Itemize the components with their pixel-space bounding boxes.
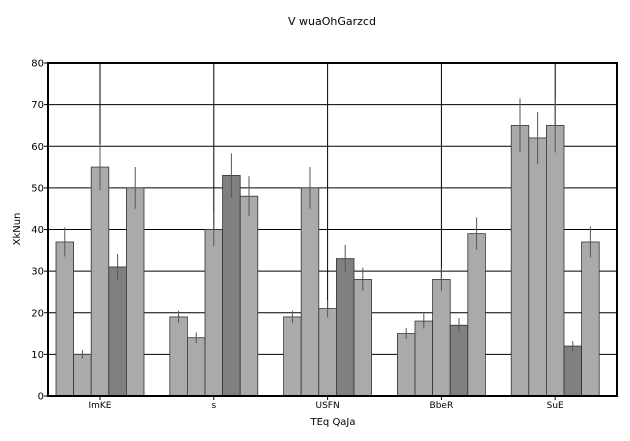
y-tick-label: 70	[31, 100, 44, 111]
x-tick-label: ImKE	[88, 401, 111, 411]
bar	[432, 279, 451, 397]
bar	[126, 187, 145, 397]
x-tick-label: s	[211, 401, 216, 411]
y-tick-label: 20	[31, 308, 44, 319]
bar	[169, 316, 188, 397]
y-tick-label: 0	[38, 392, 44, 403]
x-tick-label: BbeR	[430, 401, 454, 411]
plot-frame	[47, 62, 618, 397]
y-tick-label: 30	[31, 267, 44, 278]
bar	[449, 324, 469, 397]
x-tick-label: SuE	[547, 401, 564, 411]
bar	[414, 320, 434, 397]
error-bars	[64, 98, 591, 359]
bar	[510, 125, 530, 397]
bar	[335, 258, 355, 397]
bar	[186, 337, 206, 397]
bar	[73, 353, 92, 397]
bar	[90, 166, 110, 397]
bar	[300, 187, 320, 397]
bar	[563, 345, 583, 397]
y-tick-label: 40	[31, 225, 44, 236]
y-axis-label: XkNun	[12, 213, 23, 246]
bar	[204, 229, 224, 397]
x-tick-label: USFN	[315, 401, 339, 411]
bar	[546, 125, 565, 397]
bar	[353, 279, 373, 397]
bar	[222, 174, 241, 397]
y-tick-label: 60	[31, 142, 44, 153]
ticks: 0 10 20 30 40 50 60 70 80 ImKE s USFN BbeR SuE	[31, 59, 564, 412]
bar	[108, 266, 127, 397]
bar	[55, 241, 75, 397]
y-tick-label: 80	[31, 59, 44, 70]
bar	[581, 241, 600, 397]
chart-title: V wuaOhGarzcd	[288, 15, 376, 28]
y-tick-label: 50	[31, 183, 44, 194]
bar	[396, 333, 416, 397]
bar	[318, 308, 337, 397]
bar	[467, 233, 486, 397]
bar	[528, 137, 547, 397]
bar	[239, 195, 259, 397]
bar	[283, 316, 302, 397]
x-axis-label: TEq QaJa	[309, 417, 355, 428]
y-tick-label: 10	[31, 350, 44, 361]
